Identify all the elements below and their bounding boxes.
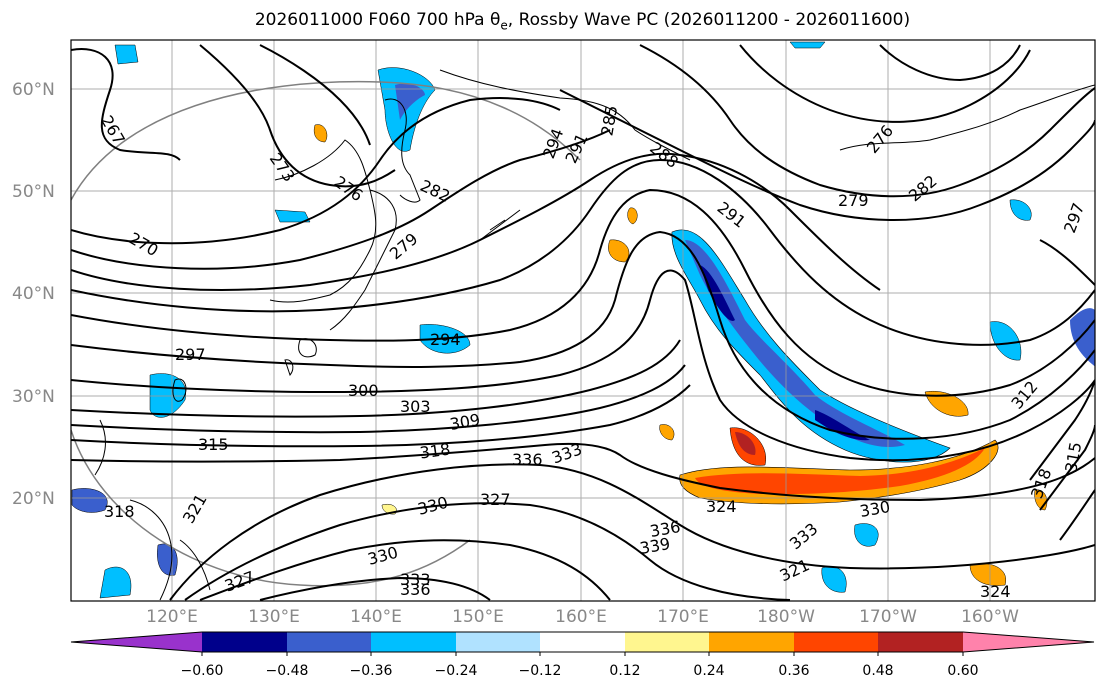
lon-label-180w: 180°W <box>757 607 815 627</box>
contours <box>71 44 1095 601</box>
colorbar-extend-left <box>71 632 202 652</box>
colorbar-segment <box>371 632 456 652</box>
contour-label: 336 <box>512 450 543 469</box>
lon-label-150e: 150°E <box>452 607 504 627</box>
colorbar-tick-label: 0.24 <box>693 663 725 679</box>
colorbar-segment <box>709 632 794 652</box>
colorbar-segment <box>794 632 878 652</box>
colorbar-segment <box>287 632 371 652</box>
gridlines <box>71 40 1095 601</box>
colorbar-ticks <box>201 652 964 656</box>
map-title: 2026011000 F060 700 hPa θe, Rossby Wave … <box>0 10 1105 32</box>
lat-label-40n: 40°N <box>12 284 55 304</box>
contour-label: 315 <box>198 435 229 454</box>
colorbar-tick-label: 0.12 <box>609 663 641 679</box>
lon-label-120e: 120°E <box>146 607 198 627</box>
anomaly-pos-small5 <box>627 207 638 225</box>
anomaly-pos-small3 <box>924 390 969 417</box>
contour-label: 318 <box>104 502 135 521</box>
colorbar-tick-label: −0.36 <box>349 663 393 679</box>
lon-label-160e: 160°E <box>555 607 607 627</box>
title-main: 2026011000 F060 700 hPa θ <box>254 10 501 30</box>
lat-label-20n: 20°N <box>12 489 55 509</box>
anomaly-neg-kamchatka-core <box>395 83 425 120</box>
colorbar-segment <box>456 632 540 652</box>
lon-label-170w: 170°W <box>859 607 917 627</box>
colorbar <box>70 631 1095 656</box>
colorbar-extend-right <box>963 632 1094 652</box>
contour-label: 318 <box>419 440 452 463</box>
anomaly-neg-ne <box>1070 308 1095 367</box>
colorbar-tick-label: 0.36 <box>778 663 810 679</box>
anomaly-neg-small4 <box>149 373 187 418</box>
contour-label: 303 <box>400 397 431 416</box>
contour-label: 324 <box>980 582 1011 601</box>
colorbar-tick-label: −0.48 <box>265 663 309 679</box>
anomaly-neg-small6 <box>99 566 132 599</box>
anomaly-neg-small11 <box>789 41 826 49</box>
colorbar-segment <box>540 632 625 652</box>
anomaly-neg-small1 <box>114 44 139 65</box>
contour-label: 324 <box>706 497 737 516</box>
lon-label-170e: 170°E <box>657 607 709 627</box>
title-rest: , Rossby Wave PC (2026011200 - 202601160… <box>507 10 911 30</box>
map-plot: 267 273 276 270 282 279 285 294 291 288 … <box>70 39 1096 602</box>
anomaly-neg-small5 <box>71 488 108 513</box>
lon-label-160w: 160°W <box>961 607 1019 627</box>
anomaly-neg-ne2 <box>989 321 1022 361</box>
colorbar-tick-label: −0.12 <box>518 663 562 679</box>
gray-range-circle <box>71 80 581 587</box>
anomaly-neg-small8 <box>854 523 879 547</box>
anomaly-neg-small2 <box>274 209 311 223</box>
anomaly-pos-band-core <box>695 448 985 495</box>
lon-label-140e: 140°E <box>350 607 402 627</box>
contour-label: 327 <box>480 490 511 509</box>
anomaly-pos-small2 <box>313 124 328 143</box>
contour-label: 297 <box>175 345 206 364</box>
colorbar-segment <box>878 632 963 652</box>
anomaly-neg-core <box>685 240 905 448</box>
colorbar-segment <box>625 632 709 652</box>
plot-background <box>71 40 1095 601</box>
contour-label: 294 <box>430 330 461 349</box>
colorbar-tick-label: −0.60 <box>180 663 224 679</box>
plot-frame <box>70 39 1096 602</box>
lat-label-50n: 50°N <box>12 182 55 202</box>
colorbar-tick-label: −0.24 <box>434 663 478 679</box>
anomaly-pos-small1 <box>608 239 630 263</box>
contour-label: 336 <box>400 580 431 599</box>
lon-label-130e: 130°E <box>248 607 300 627</box>
anomaly-neg-small10 <box>1009 199 1032 221</box>
colorbar-segments <box>71 632 1094 652</box>
colorbar-tick-label: 0.60 <box>947 663 979 679</box>
contour-label: 333 <box>400 570 431 589</box>
colorbar-tick-label: 0.48 <box>862 663 894 679</box>
anomaly-pos-small6 <box>659 424 675 441</box>
anomaly-pos-deep <box>735 432 756 455</box>
title-subscript: e <box>500 18 508 33</box>
colorbar-segment <box>202 632 287 652</box>
contour-label: 279 <box>838 191 869 210</box>
lat-label-60n: 60°N <box>12 80 55 100</box>
contour-label: 300 <box>348 381 379 400</box>
lat-label-30n: 30°N <box>12 387 55 407</box>
